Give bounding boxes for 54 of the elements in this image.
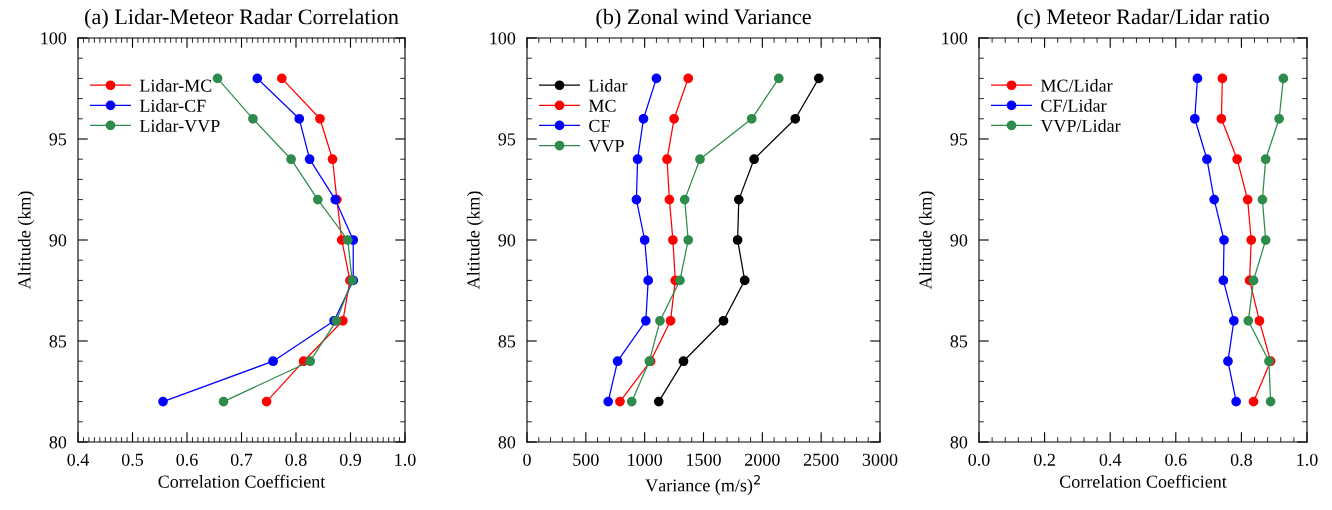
y-tick-label: 80 (498, 436, 516, 449)
x-tick-label: 2500 (803, 453, 839, 466)
x-tick-label: 0.4 (1099, 453, 1122, 466)
x-tick-label: 0.6 (1165, 453, 1187, 466)
y-tick-label: 80 (950, 436, 968, 449)
y-tick-label: 85 (498, 335, 516, 348)
y-tick-label: 95 (49, 133, 67, 146)
y-axis-title: Altitude (km) (466, 191, 484, 290)
x-tick-label: 0.6 (176, 453, 198, 466)
x-tick-label: 3000 (862, 453, 898, 466)
y-axis-title: Altitude (km) (17, 191, 35, 290)
y-tick-label: 90 (950, 234, 968, 247)
y-tick-label: 85 (950, 335, 968, 348)
x-tick-label: 1500 (687, 453, 721, 466)
legend-label: Lidar-CF (139, 99, 206, 112)
x-tick-label: 0.2 (1034, 453, 1055, 466)
chart-title: (a) Lidar-Meteor Radar Correlation (85, 8, 399, 29)
x-tick-label: 0.5 (121, 453, 144, 466)
y-tick-label: 100 (942, 32, 968, 45)
y-tick-label: 85 (49, 335, 67, 348)
x-axis-title: Correlation Coefficient (1059, 474, 1227, 488)
legend-label: Lidar-VVP (139, 119, 220, 133)
x-axis-title: Correlation Coefficient (158, 474, 326, 488)
chart-title: (b) Zonal wind Variance (596, 8, 811, 29)
y-tick-label: 100 (490, 32, 516, 45)
x-tick-label: 0.4 (67, 453, 89, 466)
x-tick-label: 0.9 (339, 453, 362, 466)
x-tick-label: 0 (523, 453, 531, 466)
x-tick-label: 2000 (745, 453, 780, 466)
y-axis-title: Altitude (km) (918, 191, 936, 290)
y-tick-label: 95 (498, 133, 516, 146)
x-tick-label: 1000 (628, 453, 663, 466)
x-tick-label: 0.8 (1230, 453, 1252, 466)
y-tick-label: 90 (498, 234, 516, 247)
y-tick-label: 90 (49, 234, 67, 247)
x-axis-title: Variance (m/s)$^{2}$ (645, 475, 760, 496)
chart-title: (c) Meteor Radar/Lidar ratio (1017, 8, 1269, 29)
y-tick-label: 100 (41, 32, 67, 45)
y-tick-label: 95 (950, 133, 968, 146)
legend-label: VVP/Lidar (1040, 119, 1121, 133)
legend-label: CF/Lidar (1041, 99, 1107, 112)
x-tick-label: 0.7 (230, 453, 253, 466)
legend-label: MC (588, 99, 616, 112)
x-tick-label: 500 (573, 453, 599, 466)
x-tick-label: 1.0 (1297, 453, 1318, 466)
x-tick-label: 0.0 (968, 453, 990, 466)
x-tick-label: 1.0 (395, 453, 416, 466)
legend-label: CF (589, 119, 610, 132)
legend-label: Lidar-MC (139, 79, 212, 92)
legend-label: MC/Lidar (1040, 79, 1113, 92)
y-tick-label: 80 (49, 436, 67, 449)
x-tick-label: 0.8 (285, 453, 307, 466)
legend-label: Lidar (588, 79, 628, 92)
legend-label: VVP (588, 140, 624, 153)
